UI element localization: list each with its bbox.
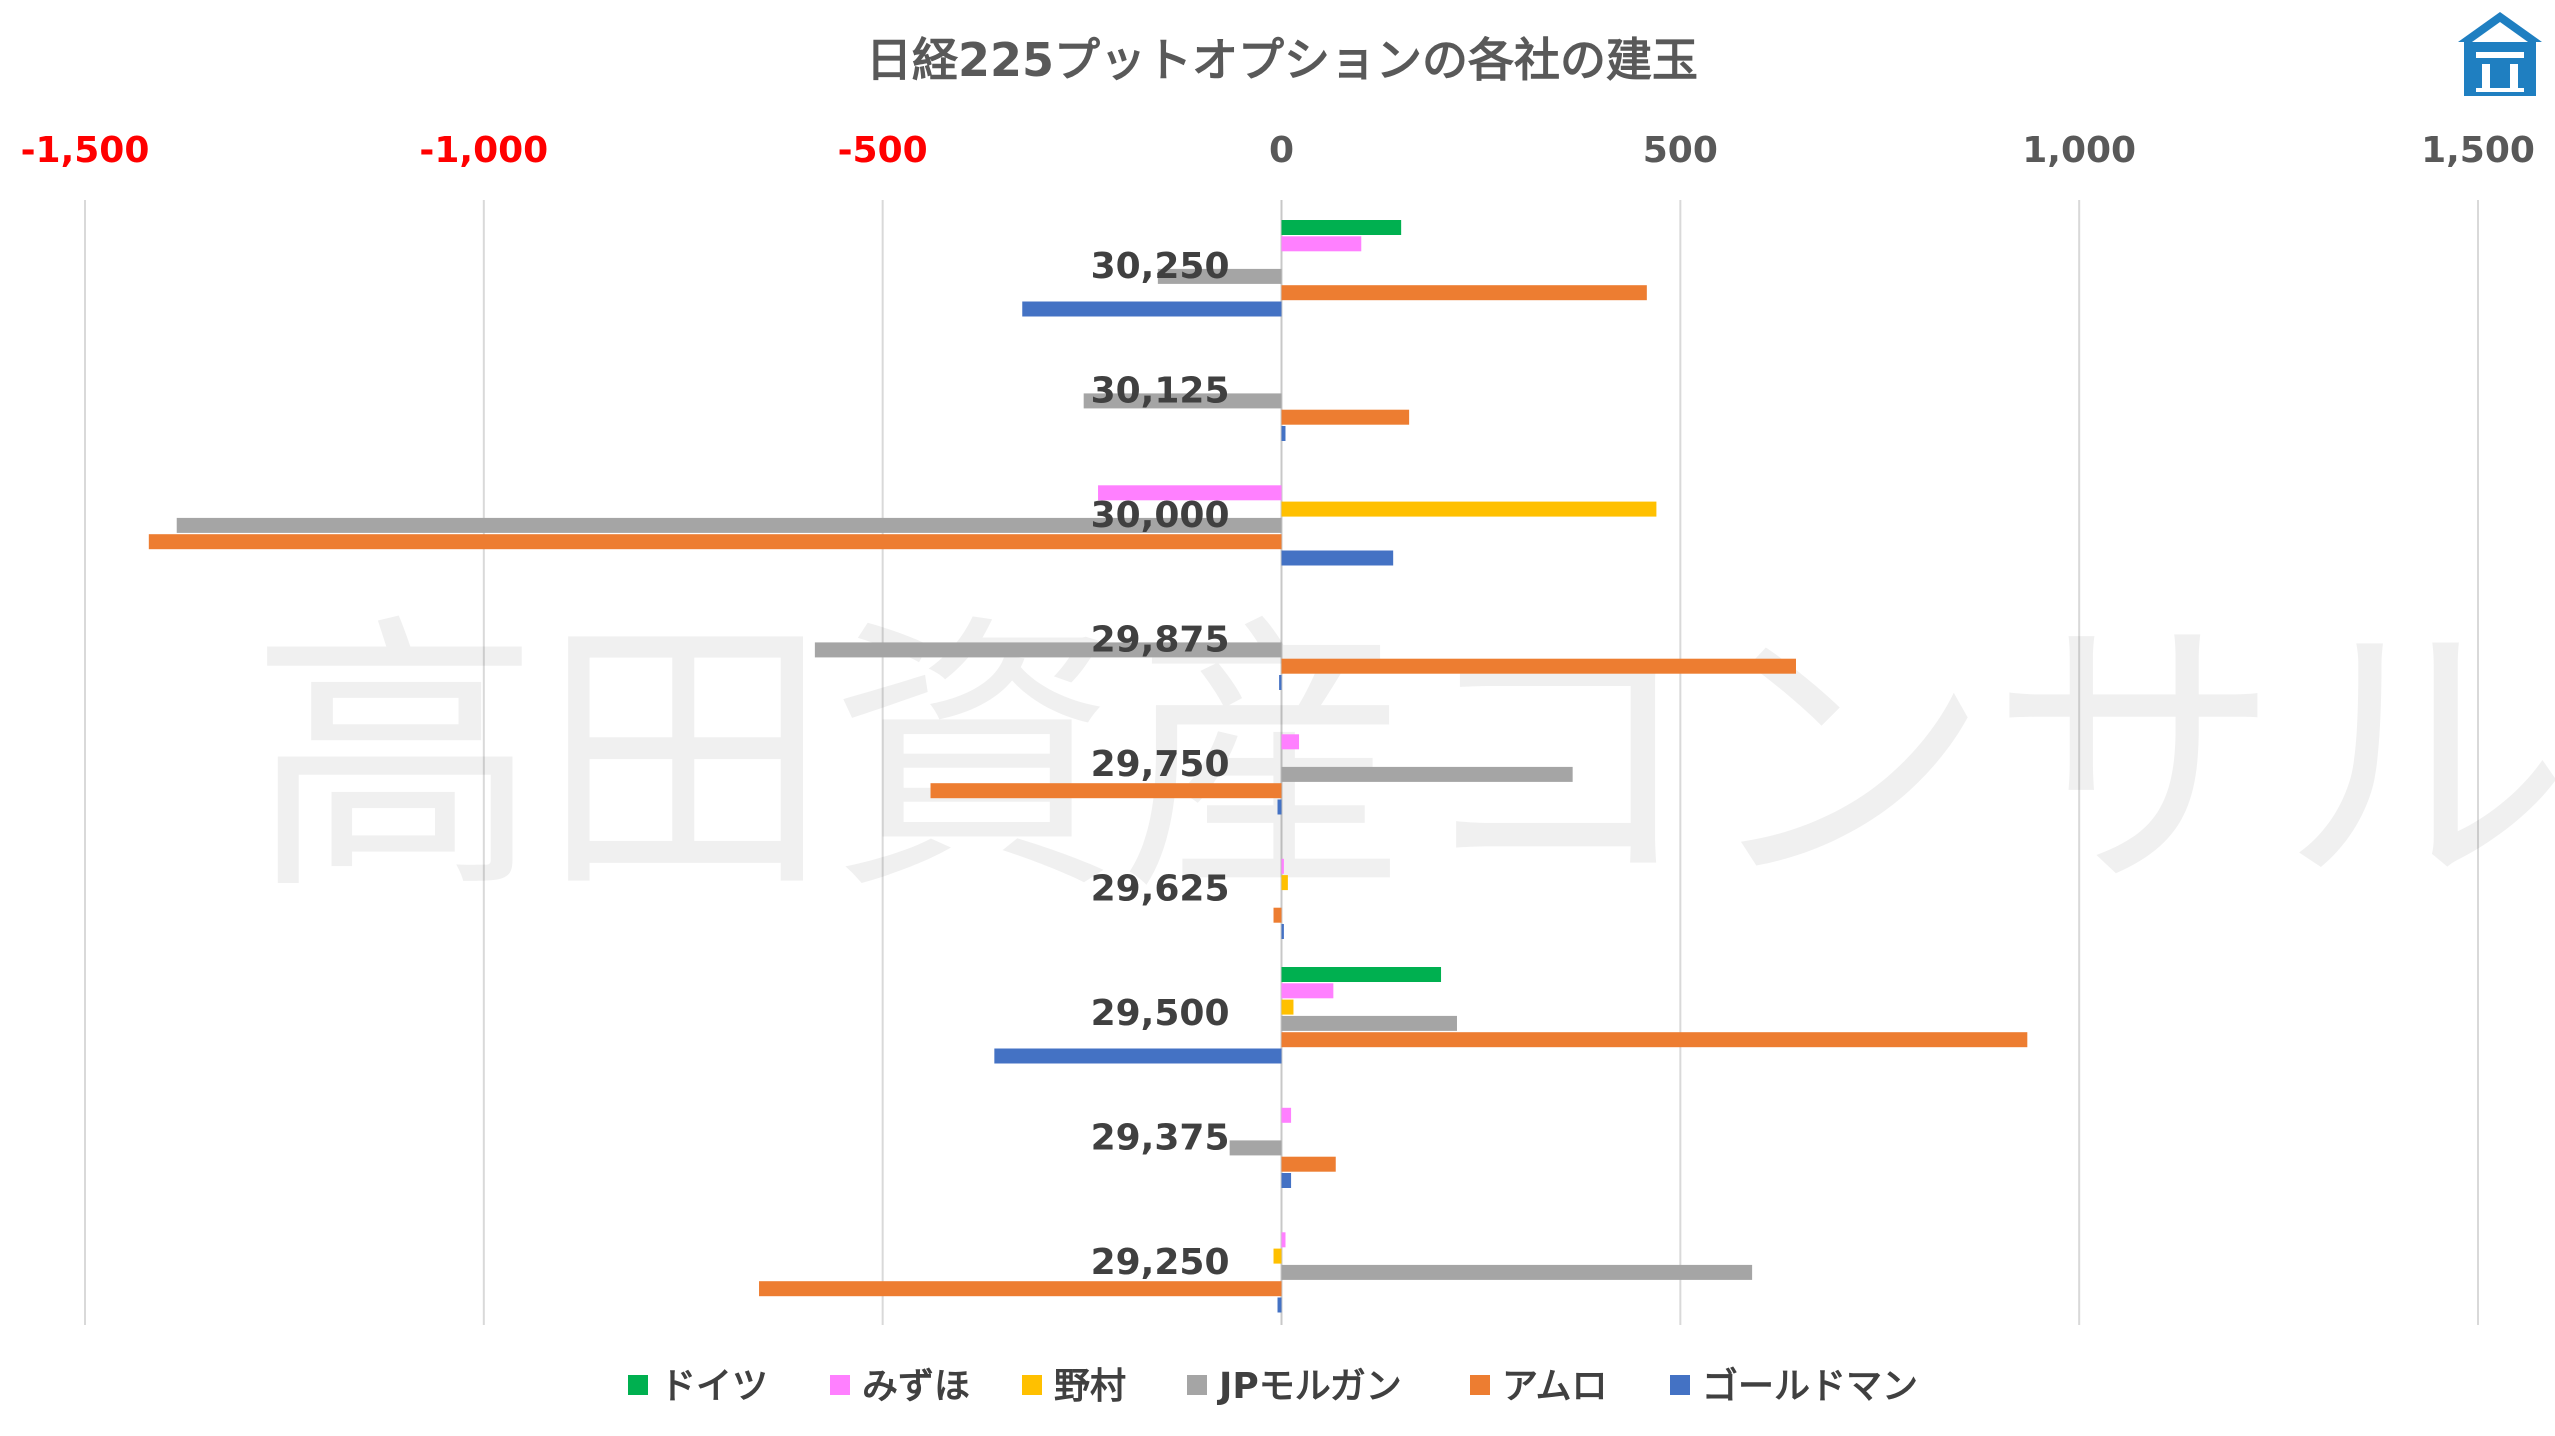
legend-swatch	[1022, 1375, 1042, 1395]
bar-アムロ-29,375	[1281, 1156, 1336, 1172]
category-label: 29,875	[1091, 620, 1230, 661]
bar-JPモルガン-30,125	[1083, 393, 1282, 409]
bar-ゴールドマン-30,000	[1281, 550, 1394, 566]
x-tick-label: -1,000	[419, 130, 548, 171]
bar-アムロ-30,000	[148, 534, 1282, 550]
bar-ゴールドマン-29,375	[1281, 1173, 1292, 1188]
gridlines	[84, 200, 2479, 1325]
category-label: 29,625	[1091, 869, 1230, 910]
bar-ゴールドマン-29,625	[1281, 924, 1284, 939]
category-label: 30,000	[1091, 495, 1230, 536]
bar-JPモルガン-29,875	[814, 642, 1282, 658]
bar-みずほ-29,375	[1281, 1107, 1292, 1123]
legend-swatch	[830, 1375, 850, 1395]
bar-JPモルガン-30,000	[176, 517, 1282, 533]
x-tick-label: 0	[1269, 130, 1294, 171]
bar-JPモルガン-29,500	[1281, 1015, 1457, 1031]
bar-みずほ-30,250	[1281, 236, 1362, 252]
x-tick-label: 500	[1643, 130, 1718, 171]
legend-swatch	[628, 1375, 648, 1395]
legend-label: ゴールドマン	[1702, 1365, 1918, 1407]
bar-アムロ-29,250	[759, 1281, 1282, 1297]
house-logo-icon	[2458, 12, 2542, 96]
category-labels: 30,250 30,125 30,000 29,875 29,750 29,625 29,5…	[1091, 246, 1230, 1283]
legend-swatch	[1187, 1375, 1207, 1395]
x-tick-label: -500	[838, 130, 928, 171]
bar-アムロ-29,625	[1273, 907, 1282, 923]
bars	[148, 220, 2028, 1313]
bar-野村-29,625	[1281, 875, 1288, 891]
x-tick-label: 1,000	[2022, 130, 2136, 171]
category-label: 30,125	[1091, 371, 1230, 412]
bar-JPモルガン-30,250	[1157, 268, 1282, 284]
x-axis-ticks: -1,500 -1,000 -500 0 500 1,000 1,500	[21, 130, 2535, 171]
legend-label: ドイツ	[660, 1366, 768, 1407]
watermark: 高田資産コンサル	[250, 592, 2555, 929]
legend-swatch	[1670, 1375, 1690, 1395]
category-label: 30,250	[1091, 246, 1230, 287]
bar-ゴールドマン-29,875	[1279, 675, 1282, 690]
bar-みずほ-29,500	[1281, 983, 1334, 999]
bar-アムロ-30,125	[1281, 409, 1410, 425]
bar-みずほ-29,750	[1281, 734, 1300, 750]
bar-アムロ-29,500	[1281, 1032, 2028, 1048]
category-label: 29,250	[1091, 1242, 1230, 1283]
bar-ゴールドマン-29,500	[994, 1048, 1282, 1064]
legend-label: アムロ	[1502, 1366, 1607, 1407]
bar-アムロ-29,750	[930, 783, 1282, 799]
bar-ドイツ-30,250	[1281, 220, 1402, 235]
bar-アムロ-29,875	[1281, 658, 1796, 674]
bar-ゴールドマン-29,750	[1277, 799, 1282, 815]
category-label: 29,375	[1091, 1118, 1230, 1159]
bar-みずほ-29,625	[1281, 858, 1284, 874]
bar-みずほ-30,000	[1098, 485, 1282, 501]
legend-label: 野村	[1054, 1366, 1126, 1407]
bar-みずほ-29,250	[1281, 1232, 1286, 1248]
bar-アムロ-30,250	[1281, 285, 1647, 301]
bar-ゴールドマン-29,250	[1277, 1297, 1282, 1313]
bar-野村-29,250	[1273, 1248, 1282, 1264]
x-tick-label: 1,500	[2421, 130, 2535, 171]
bar-JPモルガン-29,750	[1281, 766, 1573, 782]
chart-title: 日経225プットオプションの各社の建玉	[866, 33, 1698, 87]
legend-label: みずほ	[862, 1366, 970, 1407]
category-label: 29,750	[1091, 744, 1230, 785]
x-tick-label: -1,500	[21, 130, 150, 171]
legend-label: JPモルガン	[1216, 1366, 1402, 1407]
bar-ドイツ-29,500	[1281, 967, 1442, 982]
legend-swatch	[1470, 1375, 1490, 1395]
bar-JPモルガン-29,250	[1281, 1264, 1753, 1280]
bar-ゴールドマン-30,125	[1281, 426, 1286, 441]
bar-ゴールドマン-30,250	[1022, 301, 1282, 317]
bar-野村-29,500	[1281, 999, 1294, 1015]
category-label: 29,500	[1091, 993, 1230, 1034]
legend: ドイツ みずほ 野村 JPモルガン アムロ ゴールドマン	[628, 1365, 1918, 1407]
bar-野村-30,000	[1281, 501, 1657, 517]
bar-JPモルガン-29,375	[1229, 1140, 1282, 1156]
